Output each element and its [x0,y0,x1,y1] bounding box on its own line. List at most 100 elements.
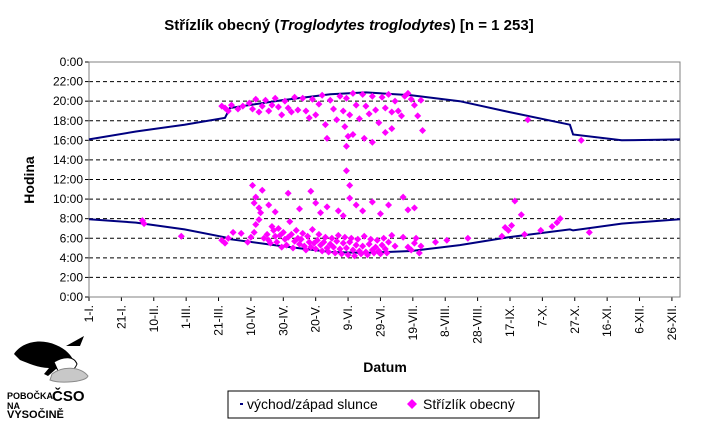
bird-point [338,250,346,258]
x-tick-label: 29-VI. [373,305,387,337]
bird-point [334,207,342,215]
x-tick-label: 20-V. [309,305,323,333]
bird-point [336,92,344,100]
bird-point [360,134,368,142]
y-tick-label: 14:00 [53,153,83,167]
bird-point [388,108,396,116]
bird-point [281,97,289,105]
bird-point [362,102,370,110]
bird-point [359,207,367,215]
bird-point [333,237,341,245]
bird-point [378,93,386,101]
bird-point [394,107,402,115]
bird-point [419,127,427,135]
bird-point [385,238,393,246]
bird-point [227,101,235,109]
sun-lines [88,91,681,254]
bird-point [237,229,245,237]
bird-point [263,230,271,238]
bird-point [284,189,292,197]
bird-point [352,101,360,109]
bird-point [372,243,380,251]
bird-point [372,106,380,114]
plot-area-border [88,61,681,298]
bird-point [283,241,291,249]
bird-point [381,104,389,112]
bird-point [368,198,376,206]
bird-point [417,242,425,250]
x-tick-label: 1-I. [82,305,96,322]
bird-point [388,231,396,239]
bird-point [221,239,229,247]
bird-point [315,100,323,108]
legend-box [227,390,540,419]
bird-point [524,116,532,124]
bird-point [383,249,391,257]
bird-point [323,203,331,211]
bird-point [342,94,350,102]
bird-point [381,129,389,136]
bird-point [521,230,529,238]
x-tick-label: 19-VII. [406,305,420,340]
bird-point [234,105,242,113]
bird-point [365,110,373,118]
bird-point [318,247,326,255]
bird-point [339,212,347,220]
bird-point [344,251,352,259]
x-tick-label: 21-III. [212,305,226,336]
bird-point [140,220,148,228]
bird-point [307,187,315,195]
bird-point [255,204,263,212]
bird-point [410,204,418,212]
chart-title-prefix: Střízlík obecný ( [164,17,279,34]
bird-point [292,226,300,234]
bird-point [349,246,357,254]
bird-point [376,250,384,258]
x-tick-labels: 1-I. 21-I. 10-II. 1-III. 21-III. 10-IV. 30-IV.… [82,305,679,344]
logo-line1: POBOČKA [7,390,54,401]
bird-point [391,97,399,105]
bird-point [347,234,355,242]
bird-point [305,114,313,122]
bird-point [537,226,545,234]
bird-point [404,89,412,97]
bird-points [138,89,593,260]
legend: východ/západ slunce Střízlík obecný [227,390,540,419]
bird-point [351,252,359,260]
bird-point [368,138,376,146]
x-tick-label: 17-IX. [503,305,517,337]
bird-point [295,205,303,213]
y-tick-label: 0:00 [60,290,84,304]
bird-point [504,226,512,234]
bird-point [266,239,274,247]
y-tick-label: 2:00 [60,270,84,284]
bird-point [271,232,279,240]
bird-point [302,246,310,254]
x-tick-label: 8-VIII. [438,305,452,337]
bird-point [334,231,342,239]
bird-point [308,95,316,103]
bird-point [297,235,305,243]
y-axis-label: Hodina [21,156,37,204]
x-tick-label: 1-III. [179,305,193,329]
bird-point [355,115,363,123]
y-tick-label: 12:00 [53,173,83,187]
bird-point [268,101,276,109]
bird-point [375,119,383,127]
sunset-line [88,91,681,142]
bird-point [341,123,349,131]
bird-point [342,167,350,175]
logo-line3: VYSOČINĚ [7,408,64,421]
bird-point [265,201,273,209]
chart-title-suffix: ) [n = 1 253] [451,17,534,34]
bird-point [252,95,260,103]
bird-point [250,228,258,236]
bird-point [331,249,339,257]
bird-point [252,193,260,201]
bird-point [261,96,269,104]
bird-point [325,248,333,256]
bird-logo-icon [14,336,89,383]
bird-point [415,249,423,257]
bird-point [321,121,329,129]
